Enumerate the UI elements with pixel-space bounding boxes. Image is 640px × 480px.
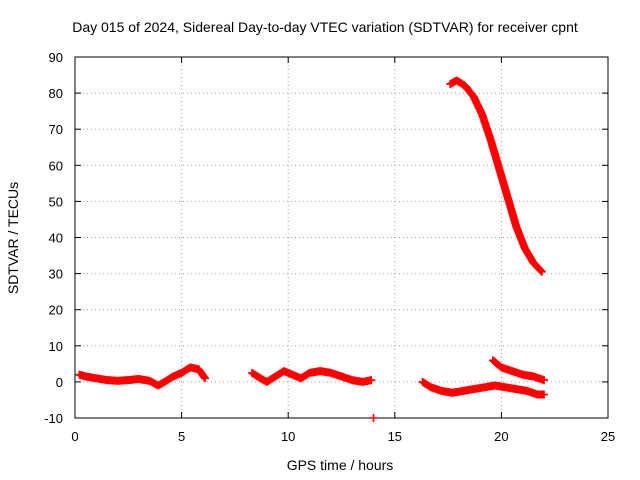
y-tick-label: 70: [49, 122, 63, 137]
x-tick-label: 15: [388, 429, 402, 444]
axis-ticks: 0 5 10 15 20 25 -10 0 10 20 30 40 50 60 70 80 90: [44, 50, 615, 444]
y-tick-label: 30: [49, 267, 63, 282]
series-segment-5: [446, 76, 546, 276]
x-axis-label: GPS time / hours: [287, 457, 394, 473]
data-point: [201, 374, 210, 383]
y-tick-label: 40: [49, 231, 63, 246]
series-segment-4: [488, 356, 549, 385]
data-point: [369, 414, 378, 422]
y-tick-label: 50: [49, 194, 63, 209]
x-tick-label: 5: [178, 429, 185, 444]
data-point: [540, 376, 549, 385]
data-point: [536, 266, 545, 275]
series-segment-3: [418, 377, 549, 399]
y-tick-label: 60: [49, 158, 63, 173]
y-tick-label: 0: [56, 375, 63, 390]
y-tick-label: -10: [44, 411, 63, 426]
y-axis-label: SDTVAR / TECUs: [5, 182, 21, 294]
y-tick-label: 90: [49, 50, 63, 65]
y-tick-label: 20: [49, 303, 63, 318]
x-tick-label: 0: [71, 429, 78, 444]
data-point: [367, 376, 376, 385]
data-point: [540, 390, 549, 399]
x-tick-label: 20: [494, 429, 508, 444]
y-tick-label: 80: [49, 86, 63, 101]
series-segment-2: [247, 367, 376, 386]
grid: [75, 57, 608, 418]
y-tick-label: 10: [49, 339, 63, 354]
series-outlier: [369, 414, 378, 422]
x-tick-label: 10: [281, 429, 295, 444]
plot-frame: [74, 56, 609, 419]
data-point: [537, 267, 546, 276]
data-points: [75, 76, 549, 422]
series-segment-1: [75, 363, 210, 390]
x-tick-label: 25: [601, 429, 615, 444]
chart-title: Day 015 of 2024, Sidereal Day-to-day VTE…: [72, 19, 578, 35]
